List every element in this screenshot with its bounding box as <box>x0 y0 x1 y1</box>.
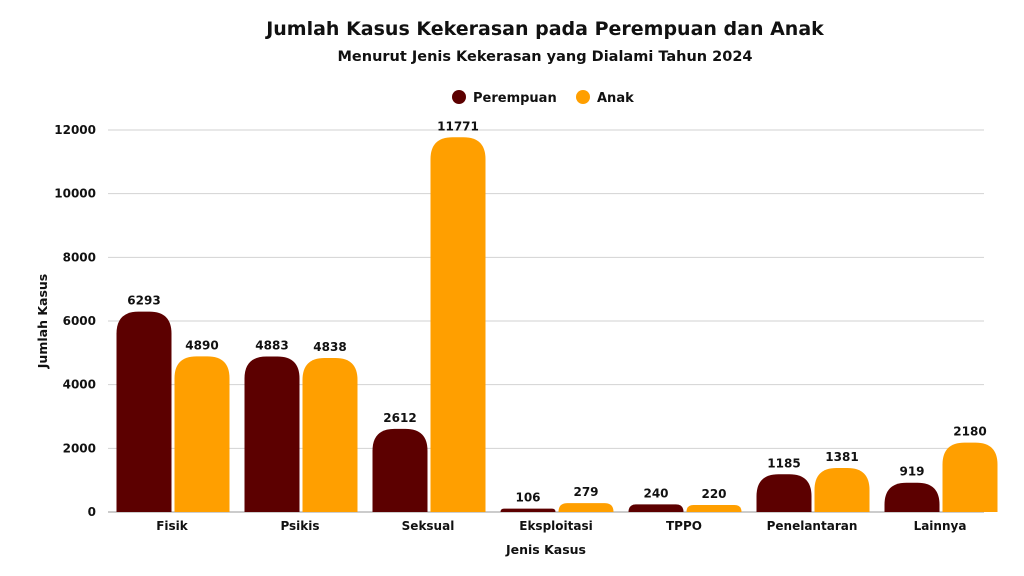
data-label: 1381 <box>825 450 858 464</box>
bar <box>116 311 172 512</box>
y-tick-label: 10000 <box>54 187 96 201</box>
x-axis-title: Jenis Kasus <box>505 542 586 557</box>
bar <box>372 428 428 512</box>
bar <box>500 508 556 512</box>
bar <box>884 482 940 512</box>
data-label: 220 <box>701 487 726 501</box>
data-label: 4883 <box>255 339 288 353</box>
x-tick-label: Seksual <box>402 519 455 533</box>
bar <box>628 504 684 512</box>
x-tick-label: Fisik <box>156 519 189 533</box>
chart-subtitle: Menurut Jenis Kekerasan yang Dialami Tah… <box>337 49 753 65</box>
y-axis-title: Jumlah Kasus <box>35 274 50 369</box>
data-label: 11771 <box>437 119 479 133</box>
bar <box>686 504 742 512</box>
data-label: 279 <box>573 485 598 499</box>
x-tick-label: Lainnya <box>914 519 967 533</box>
bar <box>430 137 486 512</box>
data-label: 240 <box>643 486 668 500</box>
data-label: 919 <box>899 465 924 479</box>
data-label: 2612 <box>383 411 416 425</box>
data-label: 4838 <box>313 340 346 354</box>
bar <box>814 468 870 512</box>
data-label: 2180 <box>953 425 986 439</box>
y-tick-label: 6000 <box>63 314 96 328</box>
bar <box>302 357 358 512</box>
bar <box>756 474 812 512</box>
data-label: 6293 <box>127 294 160 308</box>
y-tick-label: 0 <box>88 505 96 519</box>
x-tick-label: Psikis <box>280 519 319 533</box>
bar <box>244 356 300 512</box>
legend-label: Perempuan <box>473 91 557 106</box>
legend-marker <box>576 90 590 104</box>
y-tick-label: 8000 <box>63 250 96 264</box>
chart-title: Jumlah Kasus Kekerasan pada Perempuan da… <box>266 18 824 40</box>
data-label: 4890 <box>185 338 218 352</box>
x-tick-label: Penelantaran <box>767 519 858 533</box>
bar <box>558 503 614 512</box>
data-label: 1185 <box>767 456 800 470</box>
bar <box>942 442 998 512</box>
data-label: 106 <box>515 491 540 505</box>
x-tick-label: Eksploitasi <box>519 519 592 533</box>
x-tick-label: TPPO <box>666 519 702 533</box>
y-tick-label: 4000 <box>63 378 96 392</box>
y-tick-label: 12000 <box>54 123 96 137</box>
bar <box>174 356 230 512</box>
y-tick-label: 2000 <box>63 441 96 455</box>
legend-label: Anak <box>597 91 634 106</box>
legend-marker <box>452 90 466 104</box>
